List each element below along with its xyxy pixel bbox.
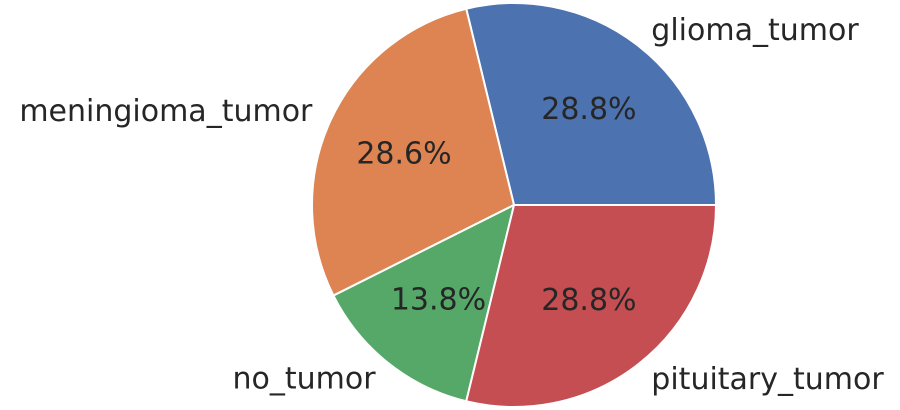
pie-category-label-pituitary-tumor: pituitary_tumor [651,362,884,397]
pie-slice-no-tumor [332,204,515,403]
pie-category-label-no-tumor: no_tumor [233,361,377,396]
pie-pct-label-pituitary-tumor: 28.8% [541,283,636,318]
pie-category-label-meningioma-tumor: meningioma_tumor [19,94,313,129]
pie-pct-label-no-tumor: 13.8% [391,282,486,317]
pie-slice-pituitary-tumor [465,204,717,408]
pie-slice-glioma-tumor [465,2,717,206]
pie-slice-meningioma-tumor [310,7,515,297]
pie-pct-label-glioma-tumor: 28.8% [541,92,636,127]
pie-category-label-glioma-tumor: glioma_tumor [651,13,859,48]
pie-pct-label-meningioma-tumor: 28.6% [356,137,451,172]
